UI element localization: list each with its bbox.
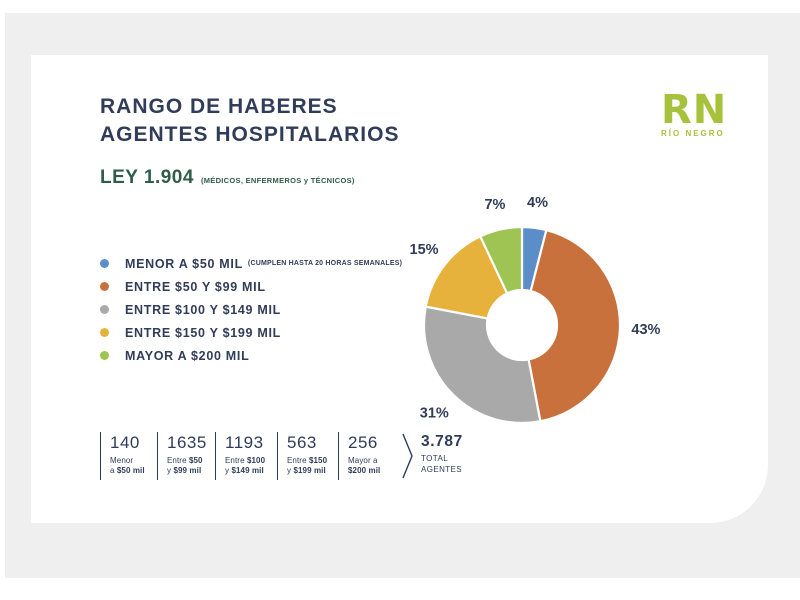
stat-value: 1193 xyxy=(225,433,264,452)
total-label-line1: TOTAL xyxy=(421,454,449,463)
rn-logo-text: RN xyxy=(661,87,728,133)
stat-value: 1635 xyxy=(167,433,207,452)
page-title: RANGO DE HABERES AGENTES HOSPITALARIOS xyxy=(100,93,399,150)
slice-percent-label: 43% xyxy=(631,322,660,338)
slice-percent-label: 31% xyxy=(420,406,449,422)
total-agentes: 3.787 TOTAL AGENTES xyxy=(421,432,463,480)
chevron-right-icon xyxy=(401,432,415,480)
stat-mayor-200: 256 Mayor a $200 mil xyxy=(338,432,395,480)
law-number: LEY 1.904 xyxy=(100,167,194,188)
law-heading: LEY 1.904 (MÉDICOS, ENFERMEROS y TÉCNICOS… xyxy=(100,167,355,189)
legend-item: ENTRE $50 Y $99 MIL xyxy=(100,275,402,298)
total-value: 3.787 xyxy=(421,433,463,450)
slice-percent-label: 15% xyxy=(410,242,439,258)
legend-label: MAYOR A $200 MIL xyxy=(125,348,250,363)
stat-value: 140 xyxy=(110,433,140,452)
page-title-line1: RANGO DE HABERES xyxy=(100,95,338,118)
slice-percent-label: 7% xyxy=(484,197,505,213)
legend-label: ENTRE $150 Y $199 MIL xyxy=(125,325,281,340)
stat-entre-150-199: 563 Entre $150 y $199 mil xyxy=(277,432,338,480)
legend-dot-gray xyxy=(100,305,109,314)
stats-row: 140 Menor a $50 mil 1635 Entre $50 y $99… xyxy=(100,432,463,480)
stat-value: 563 xyxy=(287,433,317,452)
legend-item: MENOR A $50 MIL (CUMPLEN HASTA 20 HORAS … xyxy=(100,252,402,275)
stat-entre-50-99: 1635 Entre $50 y $99 mil xyxy=(157,432,215,480)
slice-percent-label: 4% xyxy=(527,195,548,211)
rio-negro-logo: RN RÍO NEGRO xyxy=(661,87,728,138)
rio-negro-logo-subtext: RÍO NEGRO xyxy=(661,129,725,138)
page-title-line2: AGENTES HOSPITALARIOS xyxy=(100,123,400,147)
stat-entre-100-149: 1193 Entre $100 y $149 mil xyxy=(215,432,277,480)
infographic-card: RANGO DE HABERES AGENTES HOSPITALARIOS L… xyxy=(31,55,768,523)
legend-item: ENTRE $100 Y $149 MIL xyxy=(100,298,402,321)
legend-label: ENTRE $50 Y $99 MIL xyxy=(125,279,266,294)
stat-menor-50: 140 Menor a $50 mil xyxy=(100,432,157,480)
legend-dot-yellow xyxy=(100,328,109,337)
donut-slice xyxy=(422,305,542,425)
legend-label: ENTRE $100 Y $149 MIL xyxy=(125,302,281,317)
legend-dot-orange xyxy=(100,282,109,291)
donut-chart: 4% 43% 31% 15% 7% xyxy=(372,175,672,475)
legend-dot-green xyxy=(100,351,109,360)
donut-slice xyxy=(478,225,524,295)
chart-legend: MENOR A $50 MIL (CUMPLEN HASTA 20 HORAS … xyxy=(100,252,402,367)
legend-item: ENTRE $150 Y $199 MIL xyxy=(100,321,402,344)
legend-label: MENOR A $50 MIL xyxy=(125,256,243,271)
donut-chart-svg: 4% 43% 31% 15% 7% xyxy=(410,195,661,425)
legend-note: (CUMPLEN HASTA 20 HORAS SEMANALES) xyxy=(247,260,403,267)
legend-item: MAYOR A $200 MIL xyxy=(100,344,402,367)
donut-slice xyxy=(527,228,622,423)
law-note: (MÉDICOS, ENFERMEROS y TÉCNICOS) xyxy=(200,176,355,185)
total-label-line2: AGENTES xyxy=(421,464,463,474)
donut-slice xyxy=(424,234,509,320)
stat-value: 256 xyxy=(348,433,378,452)
legend-dot-blue xyxy=(100,259,109,268)
